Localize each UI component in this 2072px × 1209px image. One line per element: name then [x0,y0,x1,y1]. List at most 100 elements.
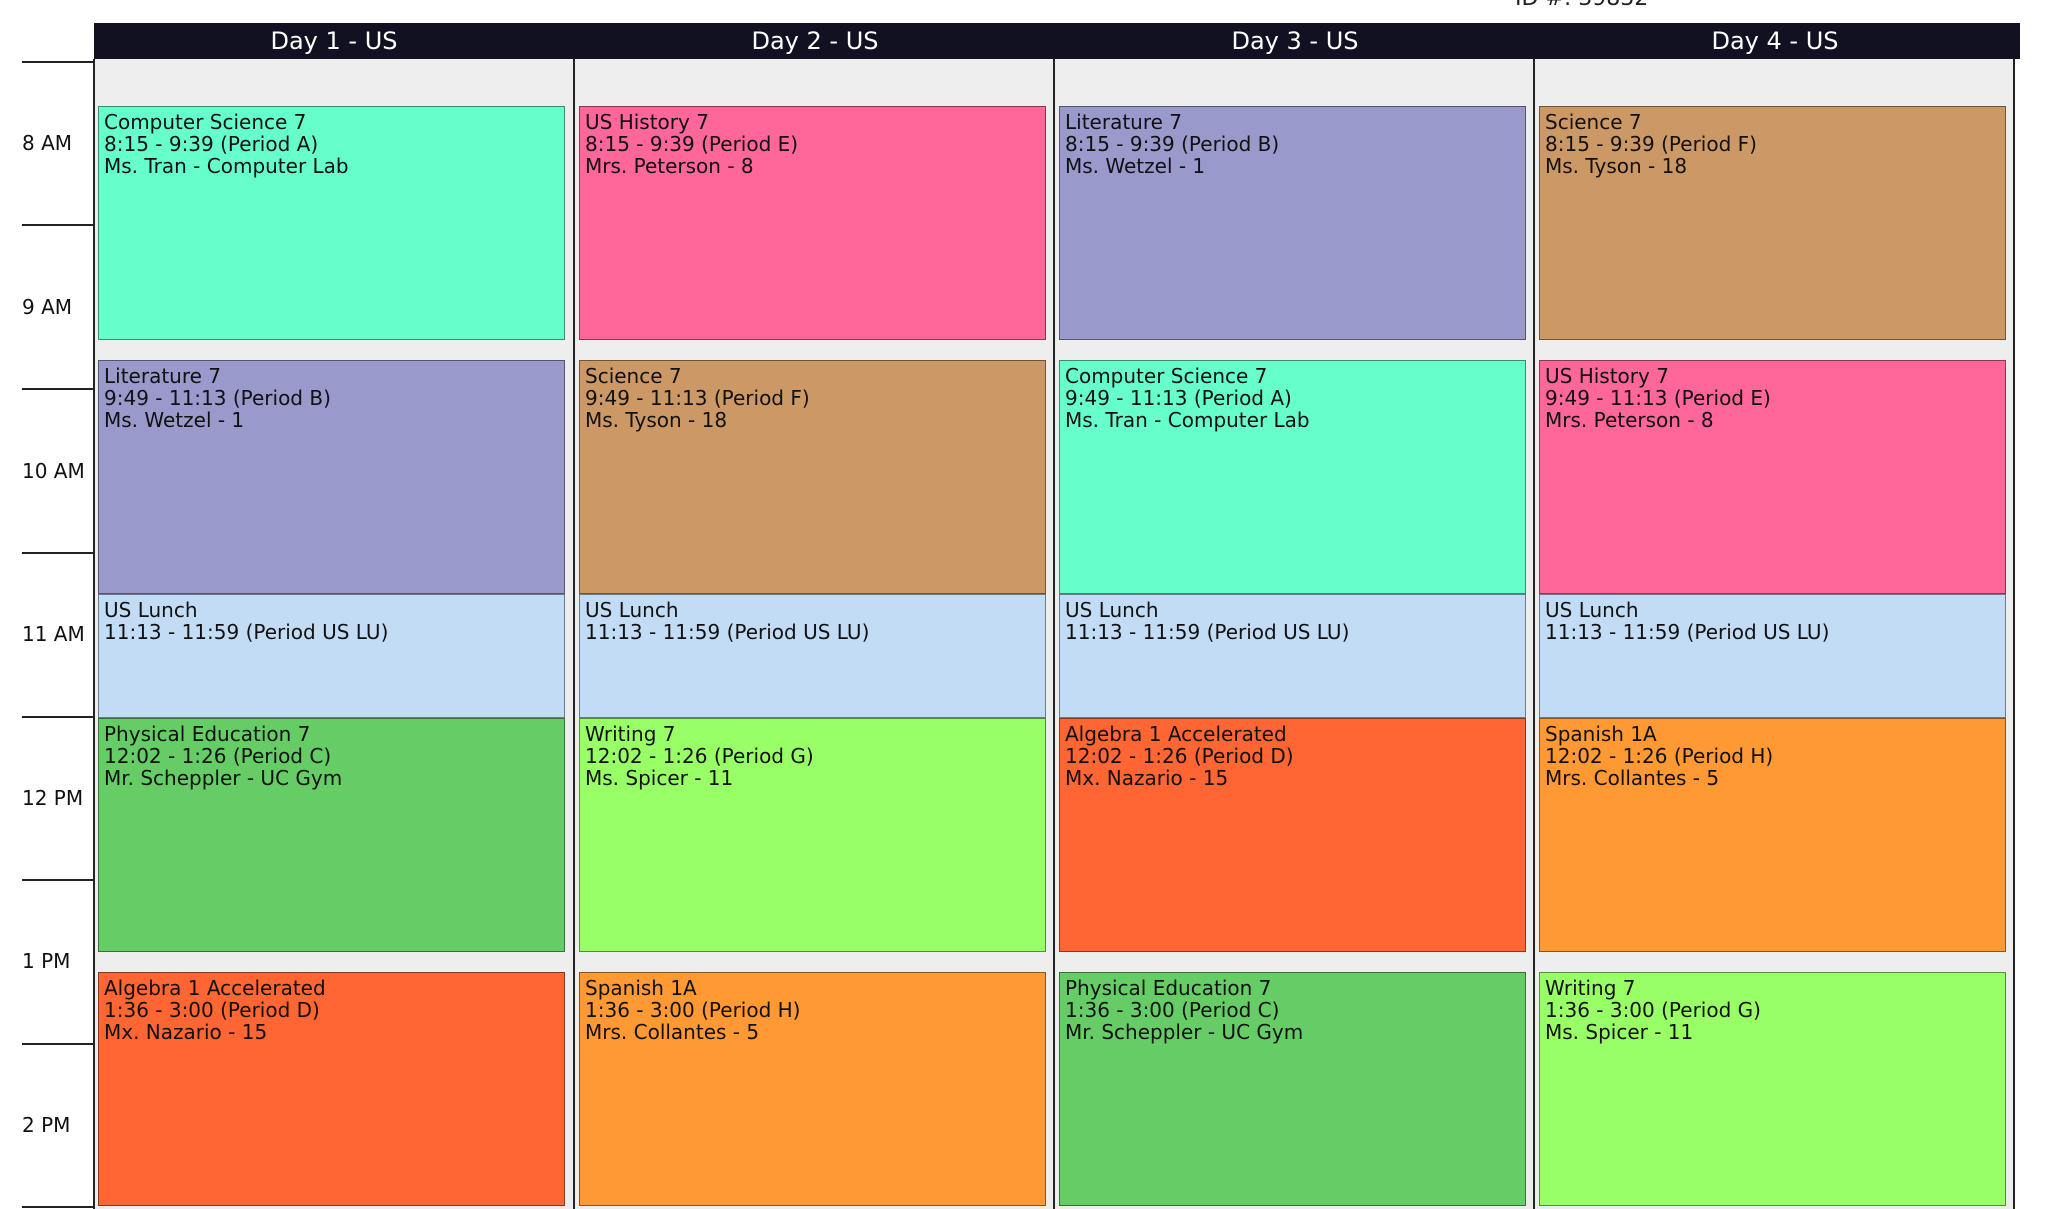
hour-label: 11 AM [22,622,85,646]
class-title: Physical Education 7 [104,722,311,746]
student-id-text: ID #: 39832 [1515,0,1648,11]
class-block[interactable]: US Lunch 11:13 - 11:59 (Period US LU) [1059,594,1526,718]
hour-tick [22,1043,93,1045]
class-title: Literature 7 [1065,110,1183,134]
class-time: 12:02 - 1:26 (Period H) [1545,744,1774,768]
class-title: Computer Science 7 [1065,364,1268,388]
class-time: 1:36 - 3:00 (Period G) [1545,998,1761,1022]
class-block[interactable]: Spanish 1A 12:02 - 1:26 (Period H) Mrs. Co… [1539,718,2006,952]
hour-label: 9 AM [22,295,73,319]
class-time: 9:49 - 11:13 (Period E) [1545,386,1771,410]
column-separator [1533,59,1535,1209]
class-time: 1:36 - 3:00 (Period H) [585,998,801,1022]
class-teacher: Mrs. Peterson - 8 [585,154,754,178]
class-teacher: Mrs. Collantes - 5 [585,1020,760,1044]
hour-tick [22,879,93,881]
class-block[interactable]: US History 7 8:15 - 9:39 (Period E) Mrs. P… [579,106,1046,340]
class-time: 11:13 - 11:59 (Period US LU) [585,620,870,644]
day-header-3: Day 3 - US [1231,27,1359,55]
class-teacher: Mr. Scheppler - UC Gym [104,766,343,790]
class-block[interactable]: Spanish 1A 1:36 - 3:00 (Period H) Mrs. Col… [579,972,1046,1206]
class-time: 11:13 - 11:59 (Period US LU) [1545,620,1830,644]
class-time: 11:13 - 11:59 (Period US LU) [104,620,389,644]
hour-tick [22,1206,93,1208]
class-block[interactable]: Physical Education 7 12:02 - 1:26 (Period… [98,718,565,952]
class-time: 1:36 - 3:00 (Period D) [104,998,320,1022]
class-title: Writing 7 [585,722,676,746]
day-header-1: Day 1 - US [270,27,398,55]
column-separator [573,59,575,1209]
day-header-bar [94,23,2020,59]
hour-label: 8 AM [22,131,73,155]
hour-tick [22,224,93,226]
hour-tick [22,61,93,63]
class-teacher: Ms. Tran - Computer Lab [104,154,349,178]
class-title: US Lunch [104,598,198,622]
class-block[interactable]: Algebra 1 Accelerated 12:02 - 1:26 (Perio… [1059,718,1526,952]
class-title: US History 7 [585,110,709,134]
column-separator [2013,59,2015,1209]
class-title: Spanish 1A [585,976,697,1000]
class-time: 12:02 - 1:26 (Period C) [104,744,332,768]
class-block[interactable]: Physical Education 7 1:36 - 3:00 (Period … [1059,972,1526,1206]
class-time: 9:49 - 11:13 (Period A) [1065,386,1292,410]
class-time: 9:49 - 11:13 (Period B) [104,386,331,410]
class-title: Science 7 [585,364,682,388]
class-time: 8:15 - 9:39 (Period A) [104,132,319,156]
class-time: 9:49 - 11:13 (Period F) [585,386,810,410]
class-title: Physical Education 7 [1065,976,1272,1000]
class-teacher: Mrs. Peterson - 8 [1545,408,1714,432]
class-block[interactable]: Science 7 8:15 - 9:39 (Period F) Ms. Tyson… [1539,106,2006,340]
day-header-4: Day 4 - US [1711,27,1839,55]
class-time: 11:13 - 11:59 (Period US LU) [1065,620,1350,644]
class-title: US Lunch [1545,598,1639,622]
class-teacher: Ms. Wetzel - 1 [104,408,245,432]
hour-label: 10 AM [22,459,85,483]
class-teacher: Ms. Wetzel - 1 [1065,154,1206,178]
class-title: US Lunch [585,598,679,622]
class-time: 8:15 - 9:39 (Period E) [585,132,799,156]
class-teacher: Ms. Spicer - 11 [1545,1020,1694,1044]
hour-tick [22,552,93,554]
class-title: US History 7 [1545,364,1669,388]
class-teacher: Mrs. Collantes - 5 [1545,766,1720,790]
class-block[interactable]: Literature 7 8:15 - 9:39 (Period B) Ms. We… [1059,106,1526,340]
hour-tick [22,716,93,718]
class-block[interactable]: US Lunch 11:13 - 11:59 (Period US LU) [98,594,565,718]
hour-tick [22,388,93,390]
class-block[interactable]: US Lunch 11:13 - 11:59 (Period US LU) [579,594,1046,718]
class-block[interactable]: Algebra 1 Accelerated 1:36 - 3:00 (Period… [98,972,565,1206]
class-teacher: Ms. Tran - Computer Lab [1065,408,1310,432]
column-separator [1053,59,1055,1209]
class-title: Algebra 1 Accelerated [104,976,326,1000]
class-title: Writing 7 [1545,976,1636,1000]
class-teacher: Ms. Tyson - 18 [1545,154,1688,178]
class-teacher: Ms. Spicer - 11 [585,766,734,790]
class-time: 8:15 - 9:39 (Period B) [1065,132,1280,156]
class-title: US Lunch [1065,598,1159,622]
class-block[interactable]: US History 7 9:49 - 11:13 (Period E) Mrs. … [1539,360,2006,594]
class-time: 1:36 - 3:00 (Period C) [1065,998,1280,1022]
hour-label: 12 PM [22,786,84,810]
class-teacher: Ms. Tyson - 18 [585,408,728,432]
class-block[interactable]: Science 7 9:49 - 11:13 (Period F) Ms. Tyso… [579,360,1046,594]
class-time: 12:02 - 1:26 (Period D) [1065,744,1294,768]
class-block[interactable]: Writing 7 12:02 - 1:26 (Period G) Ms. Spic… [579,718,1046,952]
class-time: 8:15 - 9:39 (Period F) [1545,132,1757,156]
class-block[interactable]: Computer Science 7 9:49 - 11:13 (Period A… [1059,360,1526,594]
class-teacher: Mx. Nazario - 15 [1065,766,1229,790]
class-block[interactable]: US Lunch 11:13 - 11:59 (Period US LU) [1539,594,2006,718]
hour-label: 1 PM [22,949,71,973]
class-time: 12:02 - 1:26 (Period G) [585,744,814,768]
class-teacher: Mr. Scheppler - UC Gym [1065,1020,1304,1044]
class-title: Computer Science 7 [104,110,307,134]
hour-label: 2 PM [22,1113,71,1137]
class-title: Literature 7 [104,364,222,388]
class-title: Science 7 [1545,110,1642,134]
class-block[interactable]: Writing 7 1:36 - 3:00 (Period G) Ms. Spice… [1539,972,2006,1206]
class-block[interactable]: Computer Science 7 8:15 - 9:39 (Period A)… [98,106,565,340]
column-separator [93,59,95,1209]
class-block[interactable]: Literature 7 9:49 - 11:13 (Period B) Ms. W… [98,360,565,594]
class-title: Spanish 1A [1545,722,1657,746]
